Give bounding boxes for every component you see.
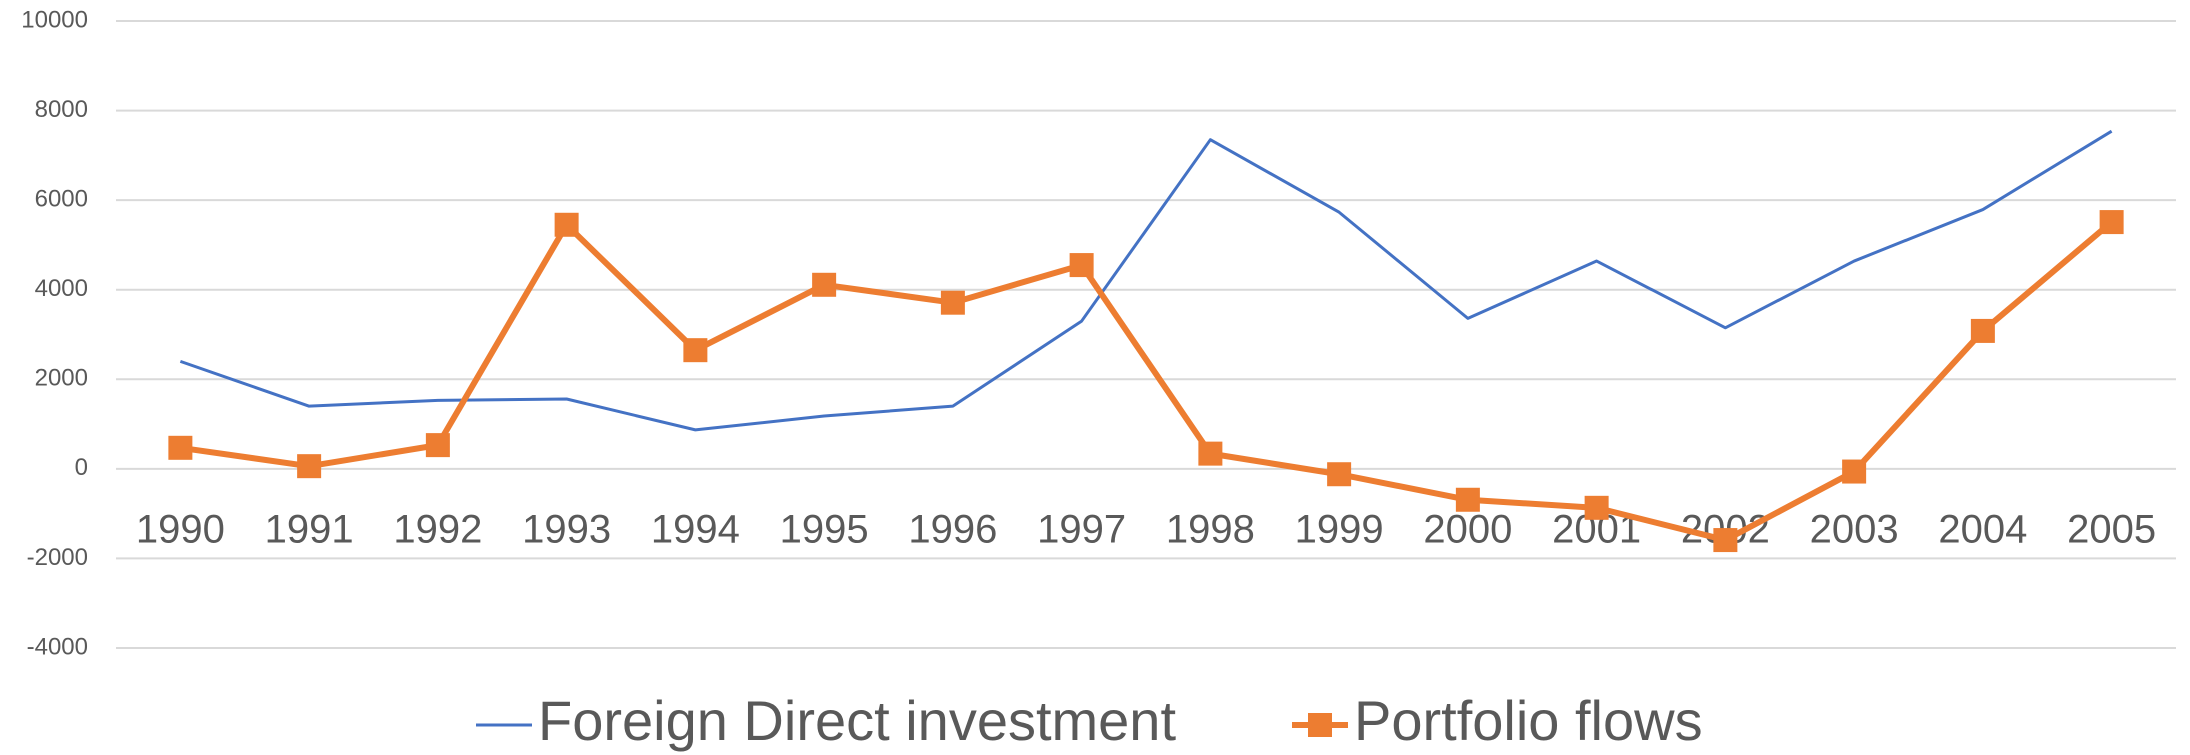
x-tick-label: 1995	[780, 508, 869, 552]
marker	[1198, 441, 1223, 466]
x-tick-label: 1994	[651, 508, 740, 552]
legend-label: Foreign Direct investment	[538, 689, 1176, 752]
x-tick-label: 2000	[1423, 508, 1512, 552]
x-tick-label: 1990	[136, 508, 225, 552]
marker	[940, 290, 965, 315]
x-tick-label: 1996	[908, 508, 997, 552]
marker	[1069, 253, 1094, 278]
marker	[1842, 459, 1867, 484]
marker	[1584, 495, 1609, 520]
x-tick-label: 1993	[522, 508, 611, 552]
y-tick-label: 8000	[35, 96, 88, 123]
y-tick-label: 4000	[35, 275, 88, 302]
y-tick-label: -4000	[27, 633, 88, 660]
y-tick-label: 10000	[21, 6, 88, 33]
x-tick-label: 2005	[2067, 508, 2156, 552]
x-tick-label: 1999	[1295, 508, 1384, 552]
legend-label: Portfolio flows	[1354, 689, 1703, 752]
marker	[168, 435, 193, 460]
marker	[1713, 528, 1738, 553]
marker	[425, 433, 450, 458]
marker	[1327, 462, 1352, 487]
y-tick-label: -2000	[27, 544, 88, 571]
marker	[2099, 210, 2124, 235]
legend-marker	[1308, 713, 1332, 737]
y-tick-label: 6000	[35, 185, 88, 212]
marker	[554, 212, 579, 237]
marker	[297, 454, 322, 479]
x-tick-label: 1998	[1166, 508, 1255, 552]
x-tick-label: 2003	[1810, 508, 1899, 552]
marker	[683, 338, 708, 363]
x-tick-label: 1997	[1037, 508, 1126, 552]
x-tick-label: 2004	[1938, 508, 2027, 552]
y-tick-label: 2000	[35, 365, 88, 392]
marker	[1970, 318, 1995, 343]
series-line	[179, 219, 2114, 544]
y-tick-label: 0	[75, 454, 88, 481]
marker	[812, 272, 837, 297]
marker	[1455, 487, 1480, 512]
x-tick-label: 1992	[393, 508, 482, 552]
x-tick-label: 1991	[265, 508, 354, 552]
series-line	[179, 129, 2113, 432]
